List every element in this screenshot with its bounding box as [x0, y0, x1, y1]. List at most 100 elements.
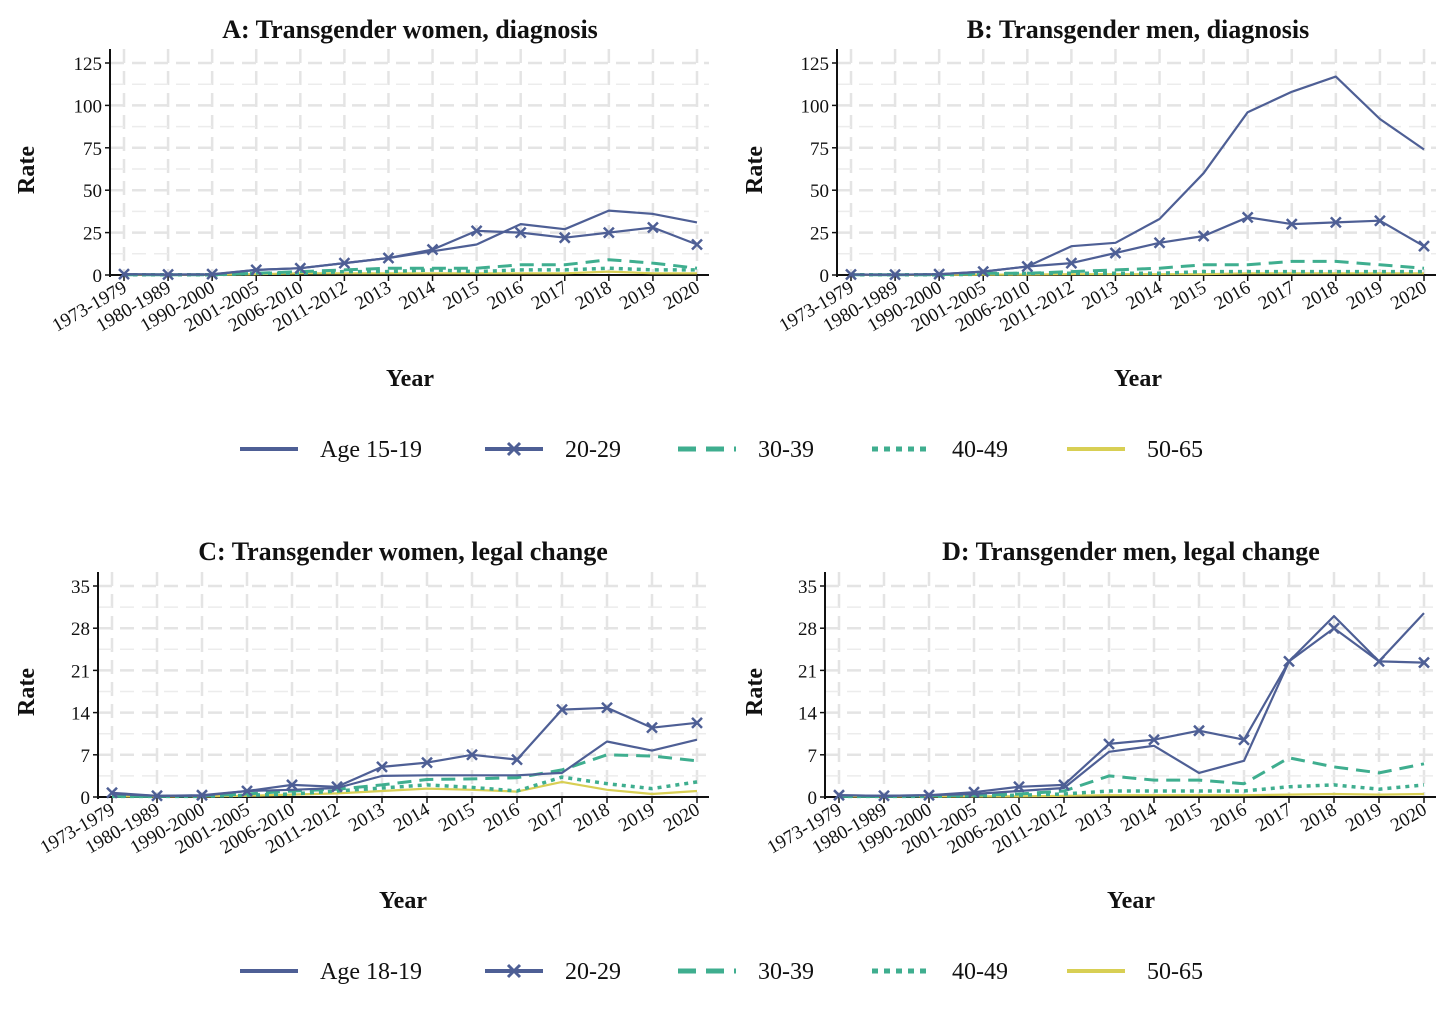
y-tick-label: 125	[801, 54, 830, 75]
x-tick-label: 2020	[660, 799, 703, 836]
data-point-marker	[968, 786, 980, 799]
x-tick-label: 2020	[660, 277, 703, 314]
y-tick-label: 100	[74, 96, 103, 117]
data-point-marker	[1193, 724, 1205, 737]
x-tick-label: 2018	[570, 799, 613, 836]
series-line-1	[123, 209, 698, 276]
y-tick-label: 14	[71, 704, 91, 725]
chart-title: A: Transgender women, diagnosis	[222, 15, 598, 44]
x-axis-title: Year	[1114, 366, 1162, 392]
y-tick-label: 75	[810, 139, 829, 160]
data-point-marker	[1374, 214, 1386, 227]
data-point-marker	[602, 226, 615, 239]
data-point-marker	[118, 268, 130, 281]
y-tick-label: 0	[81, 788, 91, 809]
series-line-4	[124, 266, 697, 277]
x-tick-label: 2014	[1123, 277, 1167, 314]
legend-label: 30-39	[758, 959, 814, 985]
data-point-marker	[376, 760, 388, 773]
x-tick-label: 2013	[1072, 799, 1115, 836]
series-line-4	[851, 269, 1424, 277]
x-tick-label: 2016	[1211, 277, 1254, 314]
data-point-marker	[466, 748, 478, 761]
data-point-marker	[514, 226, 527, 239]
y-tick-label: 21	[798, 661, 817, 682]
data-point-marker	[1238, 733, 1250, 746]
y-tick-label: 75	[83, 139, 102, 160]
data-point-marker	[106, 786, 118, 799]
legend-bottom: Age 18-19 20-29 30-39 40-49 50-65	[240, 959, 1203, 985]
data-point-marker	[286, 779, 298, 791]
legend-label: 20-29	[565, 959, 621, 985]
data-point-marker	[1241, 211, 1254, 224]
x-tick-label: 2015	[440, 277, 483, 314]
x-tick-label: 2018	[1299, 277, 1342, 314]
data-point-marker	[647, 221, 659, 234]
legend-label: 50-65	[1147, 959, 1203, 985]
y-tick-label: 0	[820, 266, 830, 287]
x-tick-label: 2020	[1387, 799, 1430, 836]
data-point-marker	[1329, 216, 1342, 229]
x-tick-label: 2017	[525, 799, 568, 836]
panel-b: 02550751001251973-19791980-19891990-2000…	[742, 15, 1436, 392]
panel-c: 07142128351973-19791980-19891990-2000200…	[14, 537, 709, 914]
legend-label: Age 18-19	[320, 959, 422, 985]
y-axis-title: Rate	[742, 146, 768, 194]
data-point-marker	[556, 703, 568, 716]
series-line-1	[838, 612, 1425, 797]
y-axis-title: Rate	[14, 668, 40, 716]
y-tick-label: 125	[74, 54, 103, 75]
data-point-marker	[845, 268, 857, 281]
y-tick-label: 50	[810, 181, 829, 202]
panel-a: 02550751001251973-19791980-19891990-2000…	[14, 15, 709, 392]
x-tick-label: 2013	[352, 277, 395, 314]
y-tick-label: 7	[81, 746, 91, 767]
x-tick-label: 2014	[396, 277, 440, 314]
y-tick-label: 14	[798, 704, 818, 725]
legend-top: Age 15-19 20-29 30-39 40-49 50-65	[240, 437, 1203, 463]
y-tick-label: 100	[801, 96, 830, 117]
chart-title: C: Transgender women, legal change	[198, 537, 608, 566]
data-point-marker	[1153, 236, 1166, 249]
data-point-marker	[691, 716, 703, 729]
legend-marker	[506, 441, 522, 457]
legend-label: Age 15-19	[320, 437, 422, 463]
data-point-marker	[470, 225, 483, 237]
x-tick-label: 2017	[1252, 799, 1295, 836]
x-tick-label: 2020	[1387, 277, 1430, 314]
data-point-marker	[1109, 247, 1122, 259]
y-tick-label: 25	[83, 224, 102, 245]
x-tick-label: 2018	[1297, 799, 1340, 836]
x-axis-title: Year	[379, 888, 427, 914]
x-tick-label: 2019	[1342, 799, 1385, 836]
y-tick-label: 35	[71, 577, 90, 598]
data-point-marker	[1065, 257, 1078, 270]
data-point-marker	[1418, 240, 1430, 253]
legend-label: 40-49	[952, 959, 1008, 985]
x-tick-label: 2013	[1079, 277, 1122, 314]
legend-label: 40-49	[952, 437, 1008, 463]
legend-label: 50-65	[1147, 437, 1203, 463]
data-point-marker	[691, 238, 703, 251]
x-tick-label: 2014	[1117, 799, 1161, 836]
data-point-marker	[1148, 733, 1160, 746]
y-tick-label: 35	[798, 577, 817, 598]
data-point-marker	[421, 756, 433, 769]
series-line-1	[850, 75, 1425, 276]
data-point-marker	[1103, 738, 1115, 750]
legend-label: 20-29	[565, 437, 621, 463]
x-tick-label: 2016	[1207, 799, 1250, 836]
legend-label: 30-39	[758, 437, 814, 463]
data-point-marker	[1197, 230, 1210, 242]
data-point-marker	[833, 789, 845, 802]
x-axis-title: Year	[386, 366, 434, 392]
x-tick-label: 2018	[572, 277, 615, 314]
x-axis-title: Year	[1107, 888, 1155, 914]
y-tick-label: 0	[808, 788, 818, 809]
x-tick-label: 2015	[1162, 799, 1205, 836]
x-tick-label: 2015	[435, 799, 478, 836]
series-line-3	[839, 756, 1425, 798]
legend-marker	[506, 963, 522, 979]
series-line-4	[839, 783, 1425, 799]
